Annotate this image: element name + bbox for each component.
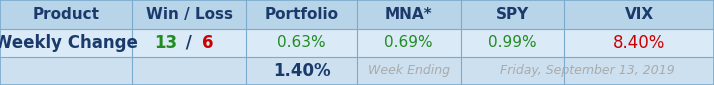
Text: /: / — [181, 34, 198, 52]
Text: Week Ending: Week Ending — [368, 65, 450, 77]
Text: 0.63%: 0.63% — [277, 35, 326, 50]
Bar — [0, 57, 714, 85]
Text: Product: Product — [33, 7, 99, 22]
Text: Weekly Change: Weekly Change — [0, 34, 138, 52]
Text: Friday, September 13, 2019: Friday, September 13, 2019 — [500, 65, 675, 77]
Text: 6: 6 — [202, 34, 213, 52]
Bar — [0, 29, 714, 57]
Text: 8.40%: 8.40% — [613, 34, 665, 52]
Text: 0.69%: 0.69% — [384, 35, 433, 50]
Text: SPY: SPY — [496, 7, 529, 22]
Bar — [0, 0, 714, 29]
Text: 0.99%: 0.99% — [488, 35, 537, 50]
Text: 13: 13 — [154, 34, 177, 52]
Text: VIX: VIX — [625, 7, 653, 22]
Text: Win / Loss: Win / Loss — [146, 7, 233, 22]
Text: Portfolio: Portfolio — [265, 7, 338, 22]
Text: MNA*: MNA* — [385, 7, 433, 22]
Text: 1.40%: 1.40% — [273, 62, 331, 80]
